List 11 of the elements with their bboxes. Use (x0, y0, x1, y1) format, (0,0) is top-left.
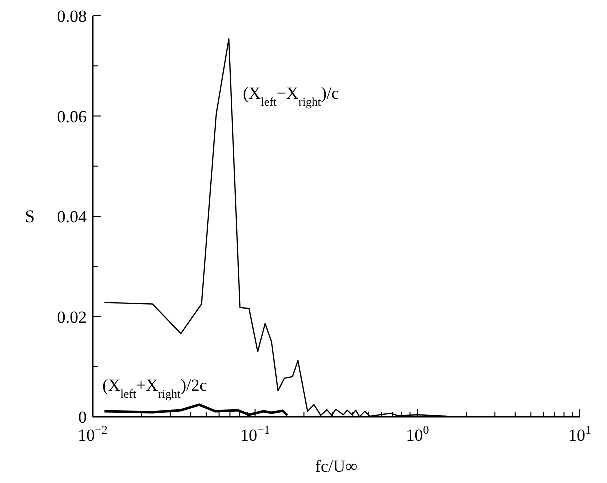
y-tick-label: 0.02 (57, 308, 87, 327)
x-tick-label: 10$^{1}$ (568, 423, 592, 445)
x-tick-label: 10$^{0}$ (406, 423, 430, 445)
y-axis-title: S (24, 206, 36, 226)
y-tick-label: 0.08 (57, 7, 87, 26)
x-axis-title: fc/U∞ (315, 457, 358, 476)
series-label: (X$_{left}$+X$_{right}$)/2c (102, 376, 208, 401)
y-tick-label: 0.04 (57, 208, 88, 226)
y-tick-label: 0.06 (57, 107, 87, 126)
series-label: (X$_{left}$−X$_{right}$)/c (243, 84, 340, 110)
x-tick-label: 10$^{−1}$ (240, 423, 270, 445)
